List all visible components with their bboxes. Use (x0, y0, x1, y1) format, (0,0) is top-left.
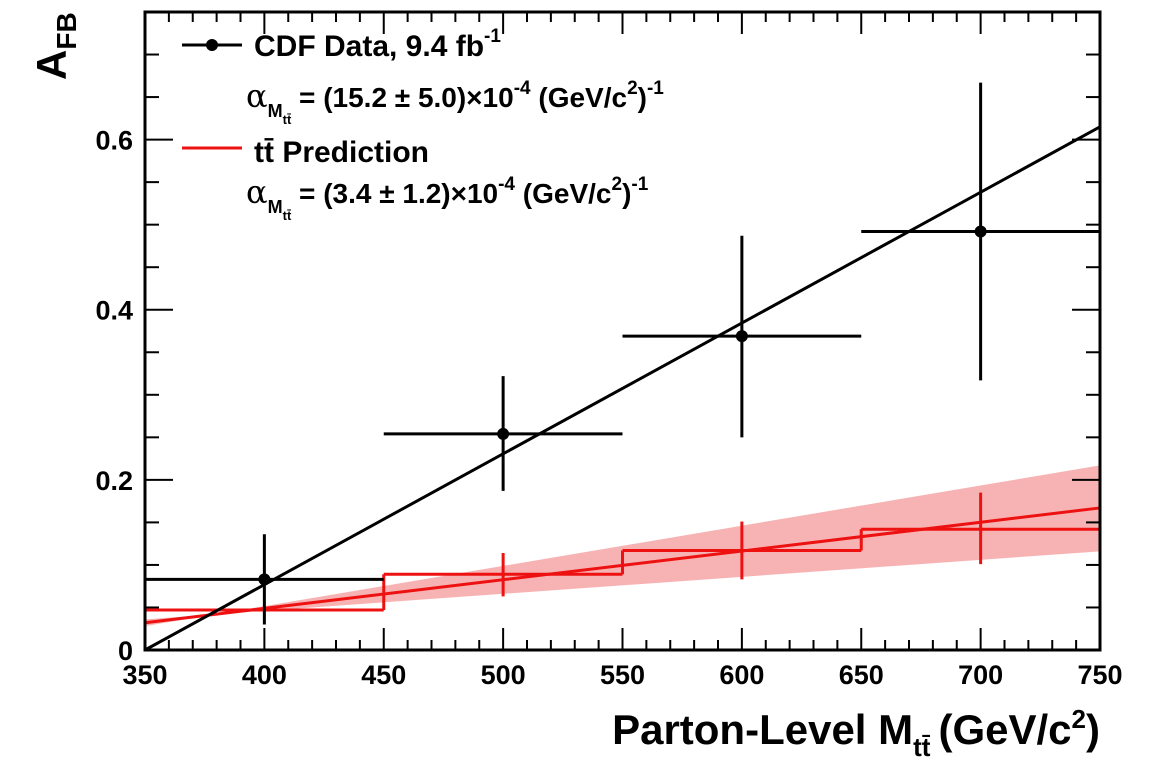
x-axis-title-unit-sup: 2 (1072, 704, 1086, 734)
legend-data-alpha: α (246, 77, 268, 115)
y-tick-label: 0.6 (95, 126, 133, 156)
x-tick-label: 450 (361, 660, 406, 690)
data-point (258, 573, 271, 586)
data-point (735, 330, 748, 343)
legend-prediction-fit-label: αMtt̄ = (3.4 ± 1.2)×10-4 (GeV/c2)-1 (246, 173, 649, 223)
data-fit-line (144, 125, 1101, 652)
data-point-group (145, 534, 384, 625)
x-axis-title-unit: (GeV/c (938, 706, 1071, 753)
x-tick-label: 350 (122, 660, 167, 690)
legend-data-fit-unit-sup: 2 (627, 78, 638, 99)
x-tick-label: 550 (600, 660, 645, 690)
legend-data-label: CDF Data, 9.4 fb-1 (254, 26, 501, 63)
legend-data-name: CDF Data, 9.4 fb (254, 30, 484, 63)
data-point-group (383, 376, 623, 491)
legend-data-alpha-sub: M (268, 101, 283, 121)
x-axis-title-main: Parton-Level M (612, 706, 913, 753)
legend-data-fit-unit: (GeV/c (531, 82, 627, 113)
legend-data-alpha-subsub: tt̄ (283, 112, 292, 127)
y-tick-label: 0 (118, 636, 133, 666)
x-tick-label: 600 (719, 660, 764, 690)
prediction-uncertainty-band-layer (145, 465, 1100, 627)
legend-prediction-fit-unit-sup2: -1 (631, 174, 648, 195)
x-axis-title-unit-end: ) (1086, 706, 1100, 753)
prediction-layer (143, 492, 1101, 650)
prediction-fit-line (144, 506, 1101, 625)
legend-prediction-fit-exponent: -4 (498, 174, 515, 195)
legend-data-fit-unit-sup2: -1 (647, 78, 664, 99)
x-tick-label: 650 (839, 660, 884, 690)
legend-data-name-sup: -1 (484, 26, 501, 47)
data-point (497, 427, 510, 440)
legend-data-fit-value: = (15.2 ± 5.0)×10 (291, 82, 513, 113)
legend-prediction-alpha-sub: M (268, 197, 283, 217)
legend-prediction-alpha-subsub: tt̄ (283, 208, 292, 223)
legend-prediction-fit-unit-sup: 2 (612, 174, 623, 195)
legend-prediction-fit-unit-end: ) (622, 178, 631, 209)
x-tick-label: 400 (242, 660, 287, 690)
y-axis-title: AFB (28, 12, 82, 80)
data-point-group (622, 235, 862, 438)
legend-data-fit-unit-end: ) (638, 82, 647, 113)
legend-data-fit-label: αMtt̄ = (15.2 ± 5.0)×10-4 (GeV/c2)-1 (246, 77, 664, 127)
y-tick-label: 0.2 (95, 466, 133, 496)
data-point (974, 225, 987, 238)
x-axis-title: Parton-Level Mtt̄ (GeV/c2) (612, 704, 1100, 762)
tick-layer: 350 400 450 500 550 600 650 700 750 0 0.2 0.4 0.6 (95, 11, 1123, 690)
y-axis-title-sub: FB (51, 12, 82, 49)
legend-data-marker (206, 39, 218, 51)
data-layer (144, 82, 1101, 652)
y-tick-label: 0.4 (95, 296, 133, 326)
x-tick-label: 700 (958, 660, 1003, 690)
legend-prediction-fit-value: = (3.4 ± 1.2)×10 (291, 178, 498, 209)
legend-prediction-fit-unit: (GeV/c (515, 178, 611, 209)
data-point-group (861, 82, 1100, 381)
y-axis-title-main: A (28, 50, 75, 80)
legend-data-fit-exponent: -4 (514, 78, 531, 99)
x-tick-label: 750 (1077, 660, 1122, 690)
legend-prediction-label: tt̄ Prediction (254, 136, 429, 169)
legend-prediction-alpha: α (246, 173, 268, 211)
x-axis-title-sub: tt̄ (913, 732, 931, 762)
prediction-band (145, 465, 1100, 627)
x-tick-label: 500 (481, 660, 526, 690)
